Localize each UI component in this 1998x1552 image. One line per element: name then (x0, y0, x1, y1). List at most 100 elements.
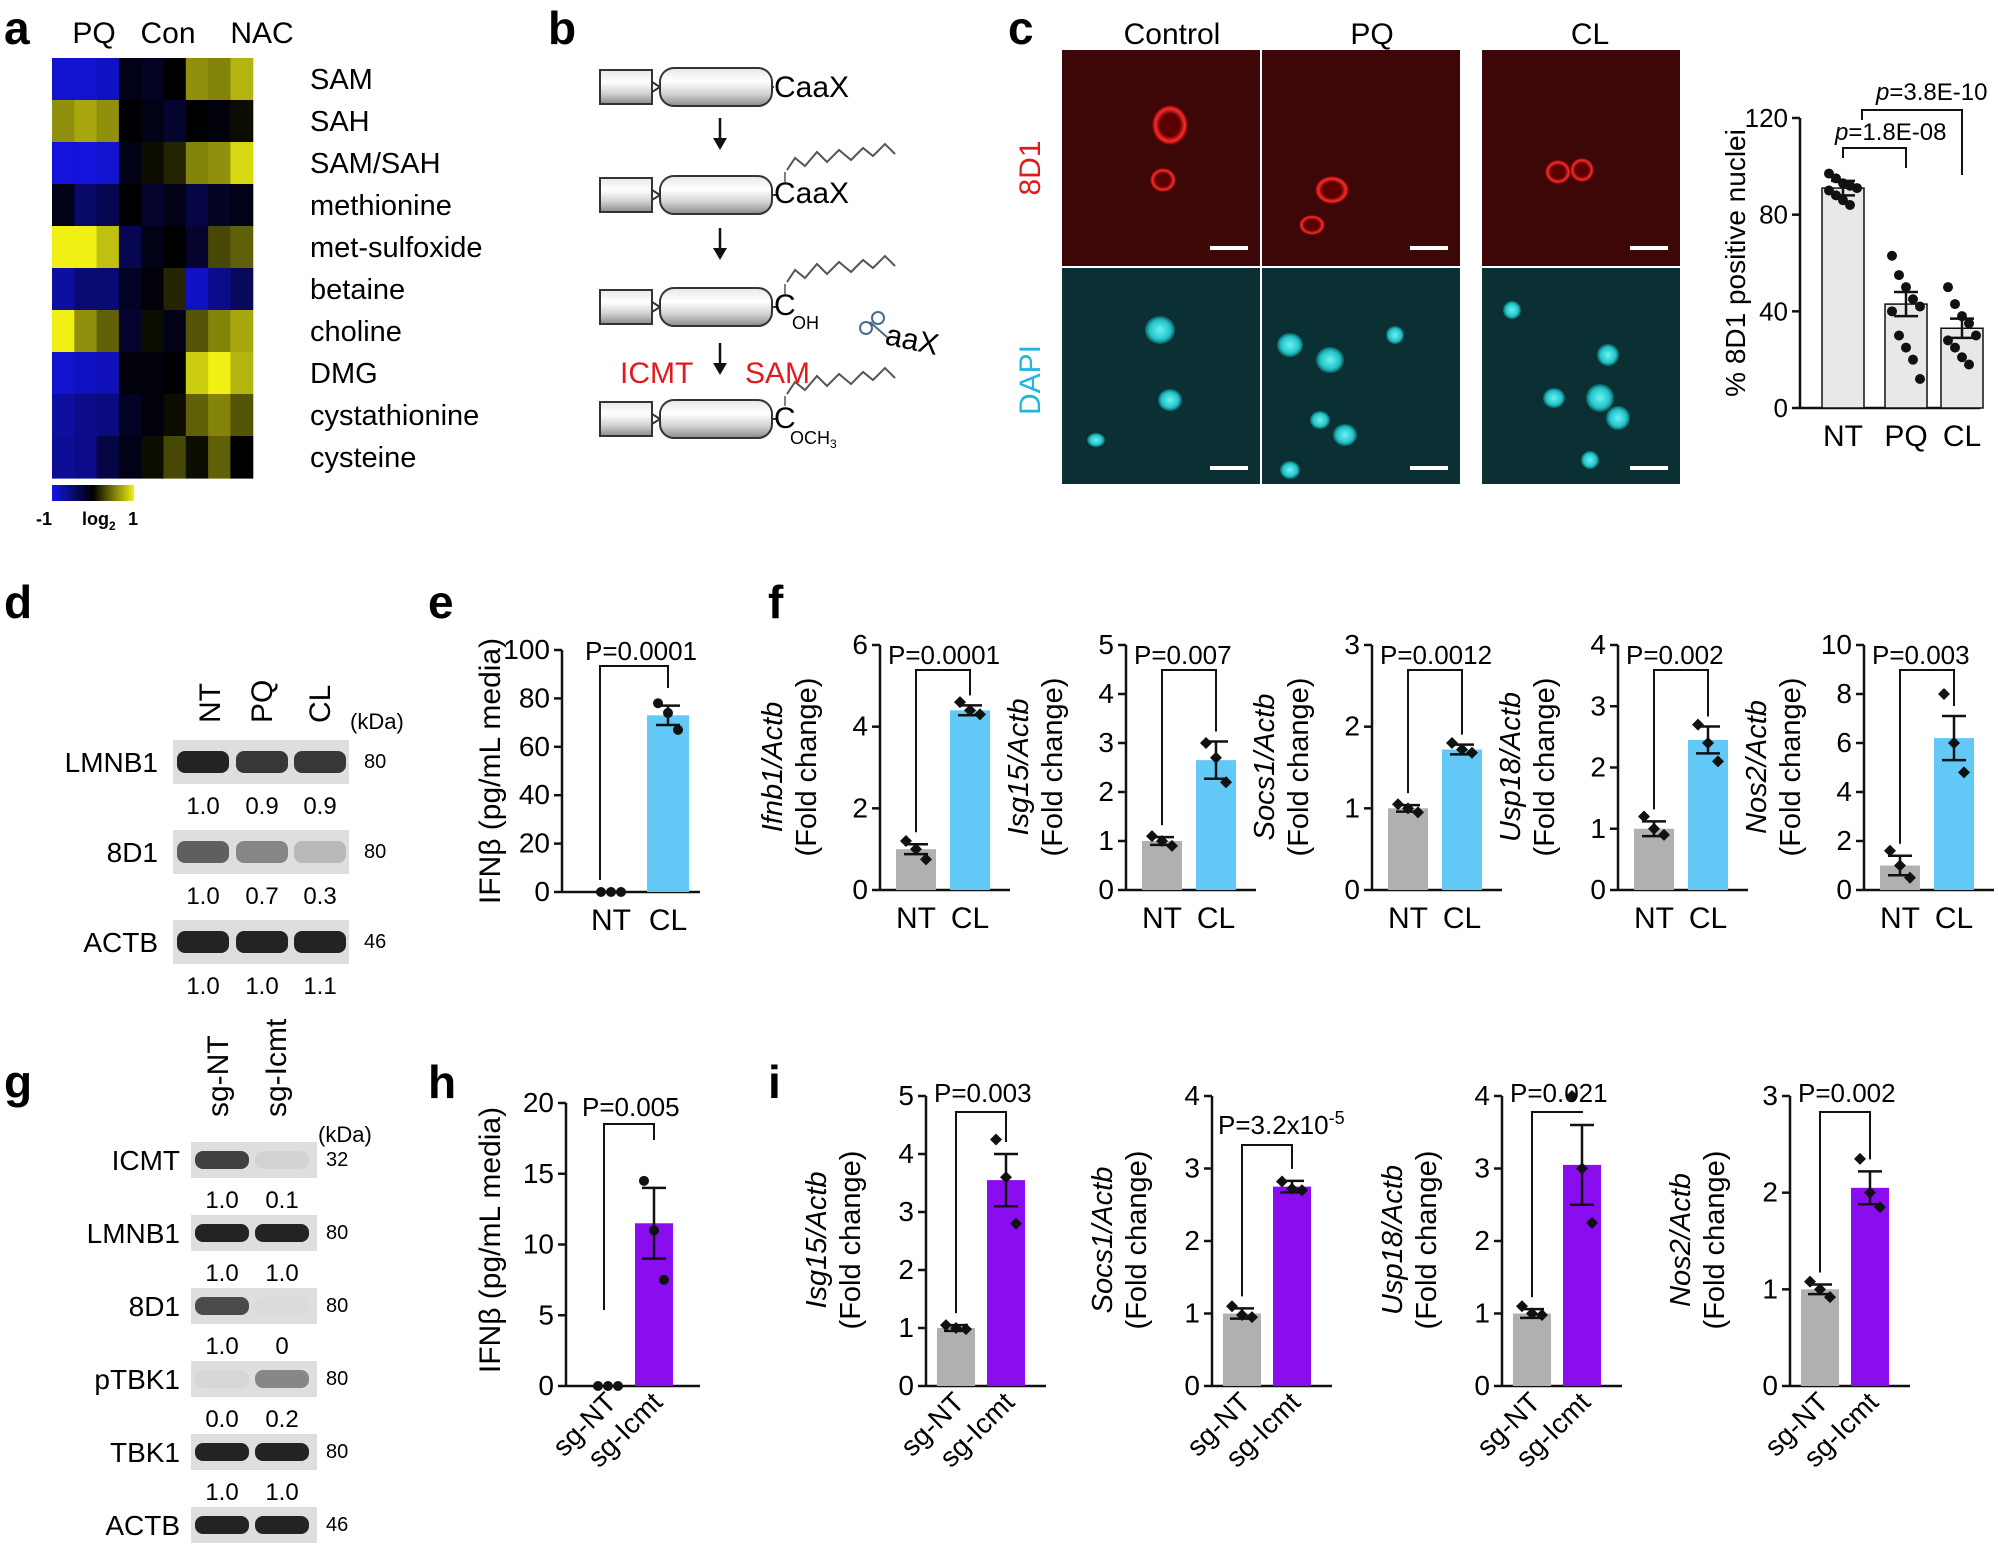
data-point (1894, 270, 1904, 281)
y-tick-label: 4 (1590, 629, 1606, 660)
y-tick-label: 15 (523, 1158, 554, 1189)
bar (950, 710, 990, 890)
data-point (1854, 1152, 1866, 1165)
y-tick-label: 4 (1474, 1080, 1490, 1111)
band-kda: 80 (326, 1222, 348, 1244)
p-value-annotation: P=0.021 (1510, 1078, 1608, 1108)
nucleus-dapi (1158, 389, 1182, 411)
column-label-pq: PQ (1350, 18, 1393, 51)
y-tick-label: 2 (898, 1254, 914, 1285)
nucleus-dapi (1606, 406, 1630, 430)
y-tick-label: 1 (1184, 1298, 1200, 1329)
band-quantification: 1.0 (265, 1479, 298, 1506)
blot-band (195, 1443, 249, 1461)
significance-bracket (1531, 1111, 1583, 1298)
y-tick-label: 1 (1762, 1273, 1778, 1304)
heatmap-cell (96, 268, 120, 311)
y-tick-label: 80 (1759, 200, 1788, 230)
data-point (1638, 810, 1650, 823)
y-tick-label: 0 (1836, 874, 1852, 905)
y-axis-title-line2: (Fold change) (1121, 1151, 1153, 1330)
y-axis-title: Ifnb1/Actb (757, 702, 789, 833)
data-point (1948, 737, 1960, 749)
bar (1851, 1187, 1889, 1386)
panel-b-letter: b (548, 2, 576, 54)
band-label: 8D1 (107, 837, 158, 868)
x-tick-label: CL (1443, 902, 1481, 935)
data-point (1904, 871, 1916, 884)
heatmap-cell (163, 142, 187, 185)
data-point (1536, 1308, 1548, 1321)
data-point (1852, 183, 1862, 194)
image-dapi-tile (1262, 268, 1460, 484)
heatmap-cell (163, 394, 187, 437)
heatmap-scale-label: log2 (82, 509, 116, 533)
band-quantification: 1.0 (265, 1260, 298, 1287)
heatmap-cell (118, 310, 142, 353)
data-point (974, 708, 986, 721)
data-point (954, 696, 966, 709)
heatmap-cell (163, 310, 187, 353)
data-point (1831, 190, 1841, 201)
image-8d1-tile (1262, 50, 1460, 266)
heatmap-cell (74, 352, 98, 395)
panel-f-letter: f (768, 576, 784, 628)
significance-bracket (1407, 669, 1463, 794)
y-tick-label: 1 (1344, 792, 1360, 823)
y-tick-label: 3 (1590, 690, 1606, 721)
data-point (1884, 844, 1896, 857)
band-quantification: 0.7 (245, 883, 278, 910)
data-point (1831, 173, 1841, 184)
heatmap-cell (141, 310, 165, 353)
data-point (1901, 342, 1911, 353)
blot-band (195, 1297, 249, 1315)
band-quantification: 1.0 (186, 883, 219, 910)
data-point (960, 1323, 972, 1336)
bar (937, 1328, 975, 1386)
column-label-cl: CL (1571, 18, 1609, 51)
band-label: 8D1 (129, 1291, 180, 1322)
data-point (659, 1274, 669, 1285)
data-point (900, 835, 912, 847)
heatmap-a-row-labels: SAM SAH SAM/SAH methionine met-sulfoxide beta… (310, 64, 482, 474)
band-quantification: 1.0 (205, 1260, 238, 1287)
heatmap-row-label: met-sulfoxide (310, 232, 482, 264)
data-point (1712, 755, 1724, 768)
band-quantification: 0.3 (303, 883, 336, 910)
heatmap-cell (141, 436, 165, 479)
band-kda: 80 (364, 751, 386, 773)
heatmap-cell (52, 184, 75, 227)
band-quantification: 1.0 (205, 1187, 238, 1214)
blot-band (177, 841, 229, 863)
p-value-annotation: P=0.002 (1798, 1078, 1896, 1108)
chart-f-ifnb1: 0 2 4 6 NT CL Ifnb1/Actb (Fold change) P=0.0001 (757, 629, 1010, 935)
x-tick-label: NT (1142, 902, 1182, 935)
western-blot-g: sg-NT sg-Icmt (kDa) ICMT 32 1.0 0.1 LMNB1 80 1.0 1… (87, 1018, 372, 1543)
heatmap-row-label: methionine (310, 190, 452, 222)
y-tick-label: 0 (1590, 874, 1606, 905)
data-point (1526, 1307, 1538, 1320)
heatmap-cell (118, 436, 142, 479)
y-tick-label: 10 (1821, 629, 1852, 660)
heatmap-cell (52, 268, 75, 311)
heatmap-cell (52, 394, 75, 437)
heatmap-row-label: betaine (310, 274, 405, 306)
data-point (1402, 802, 1414, 815)
y-tick-label: 0 (898, 1370, 914, 1401)
p-value: =3.8E-10 (1889, 79, 1987, 106)
band-quantification: 1.0 (186, 973, 219, 1000)
heatmap-cell (230, 436, 254, 479)
p-value-annotation: p=3.8E-10 (1875, 79, 1987, 106)
y-tick-label: 3 (1474, 1153, 1490, 1184)
y-axis-title-line2: (Fold change) (1037, 678, 1069, 857)
bar (1634, 828, 1674, 890)
bar (1821, 187, 1865, 409)
band-kda: 46 (326, 1514, 348, 1536)
data-point (1466, 746, 1478, 759)
heatmap-cell (118, 268, 142, 311)
y-tick-label: 4 (1184, 1080, 1200, 1111)
data-point (1964, 318, 1974, 329)
image-dapi-tile (1482, 268, 1680, 484)
data-point (1971, 330, 1981, 341)
